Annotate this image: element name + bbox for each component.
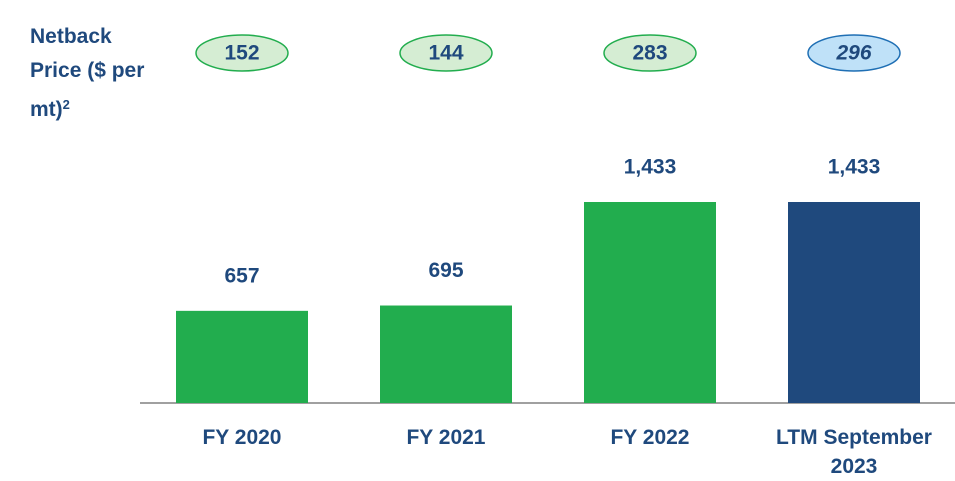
- bar: [380, 305, 512, 403]
- bar: [176, 310, 308, 403]
- category-label: FY 2021: [406, 426, 486, 449]
- bar: [788, 202, 920, 403]
- netback-value: 144: [428, 42, 463, 65]
- value-label: 1,433: [624, 156, 677, 179]
- netback-ellipse: [603, 34, 697, 72]
- footnote-marker: 2: [62, 97, 70, 112]
- netback-ellipse: [399, 34, 493, 72]
- netback-ellipse: [195, 34, 289, 72]
- value-label: 695: [428, 259, 463, 282]
- value-label: 657: [224, 264, 259, 287]
- category-label: LTM September 2023: [776, 426, 932, 478]
- category-label: FY 2022: [610, 426, 690, 449]
- netback-label-block: Netback Price ($ per mt)2: [30, 20, 150, 127]
- netback-ellipse: [807, 34, 901, 72]
- netback-value: 296: [835, 42, 871, 65]
- netback-value: 283: [632, 42, 667, 65]
- value-label: 1,433: [828, 156, 881, 179]
- category-label: FY 2020: [202, 426, 282, 449]
- netback-label: Netback Price ($ per mt): [30, 25, 145, 121]
- netback-value: 152: [224, 42, 259, 65]
- bar: [584, 202, 716, 403]
